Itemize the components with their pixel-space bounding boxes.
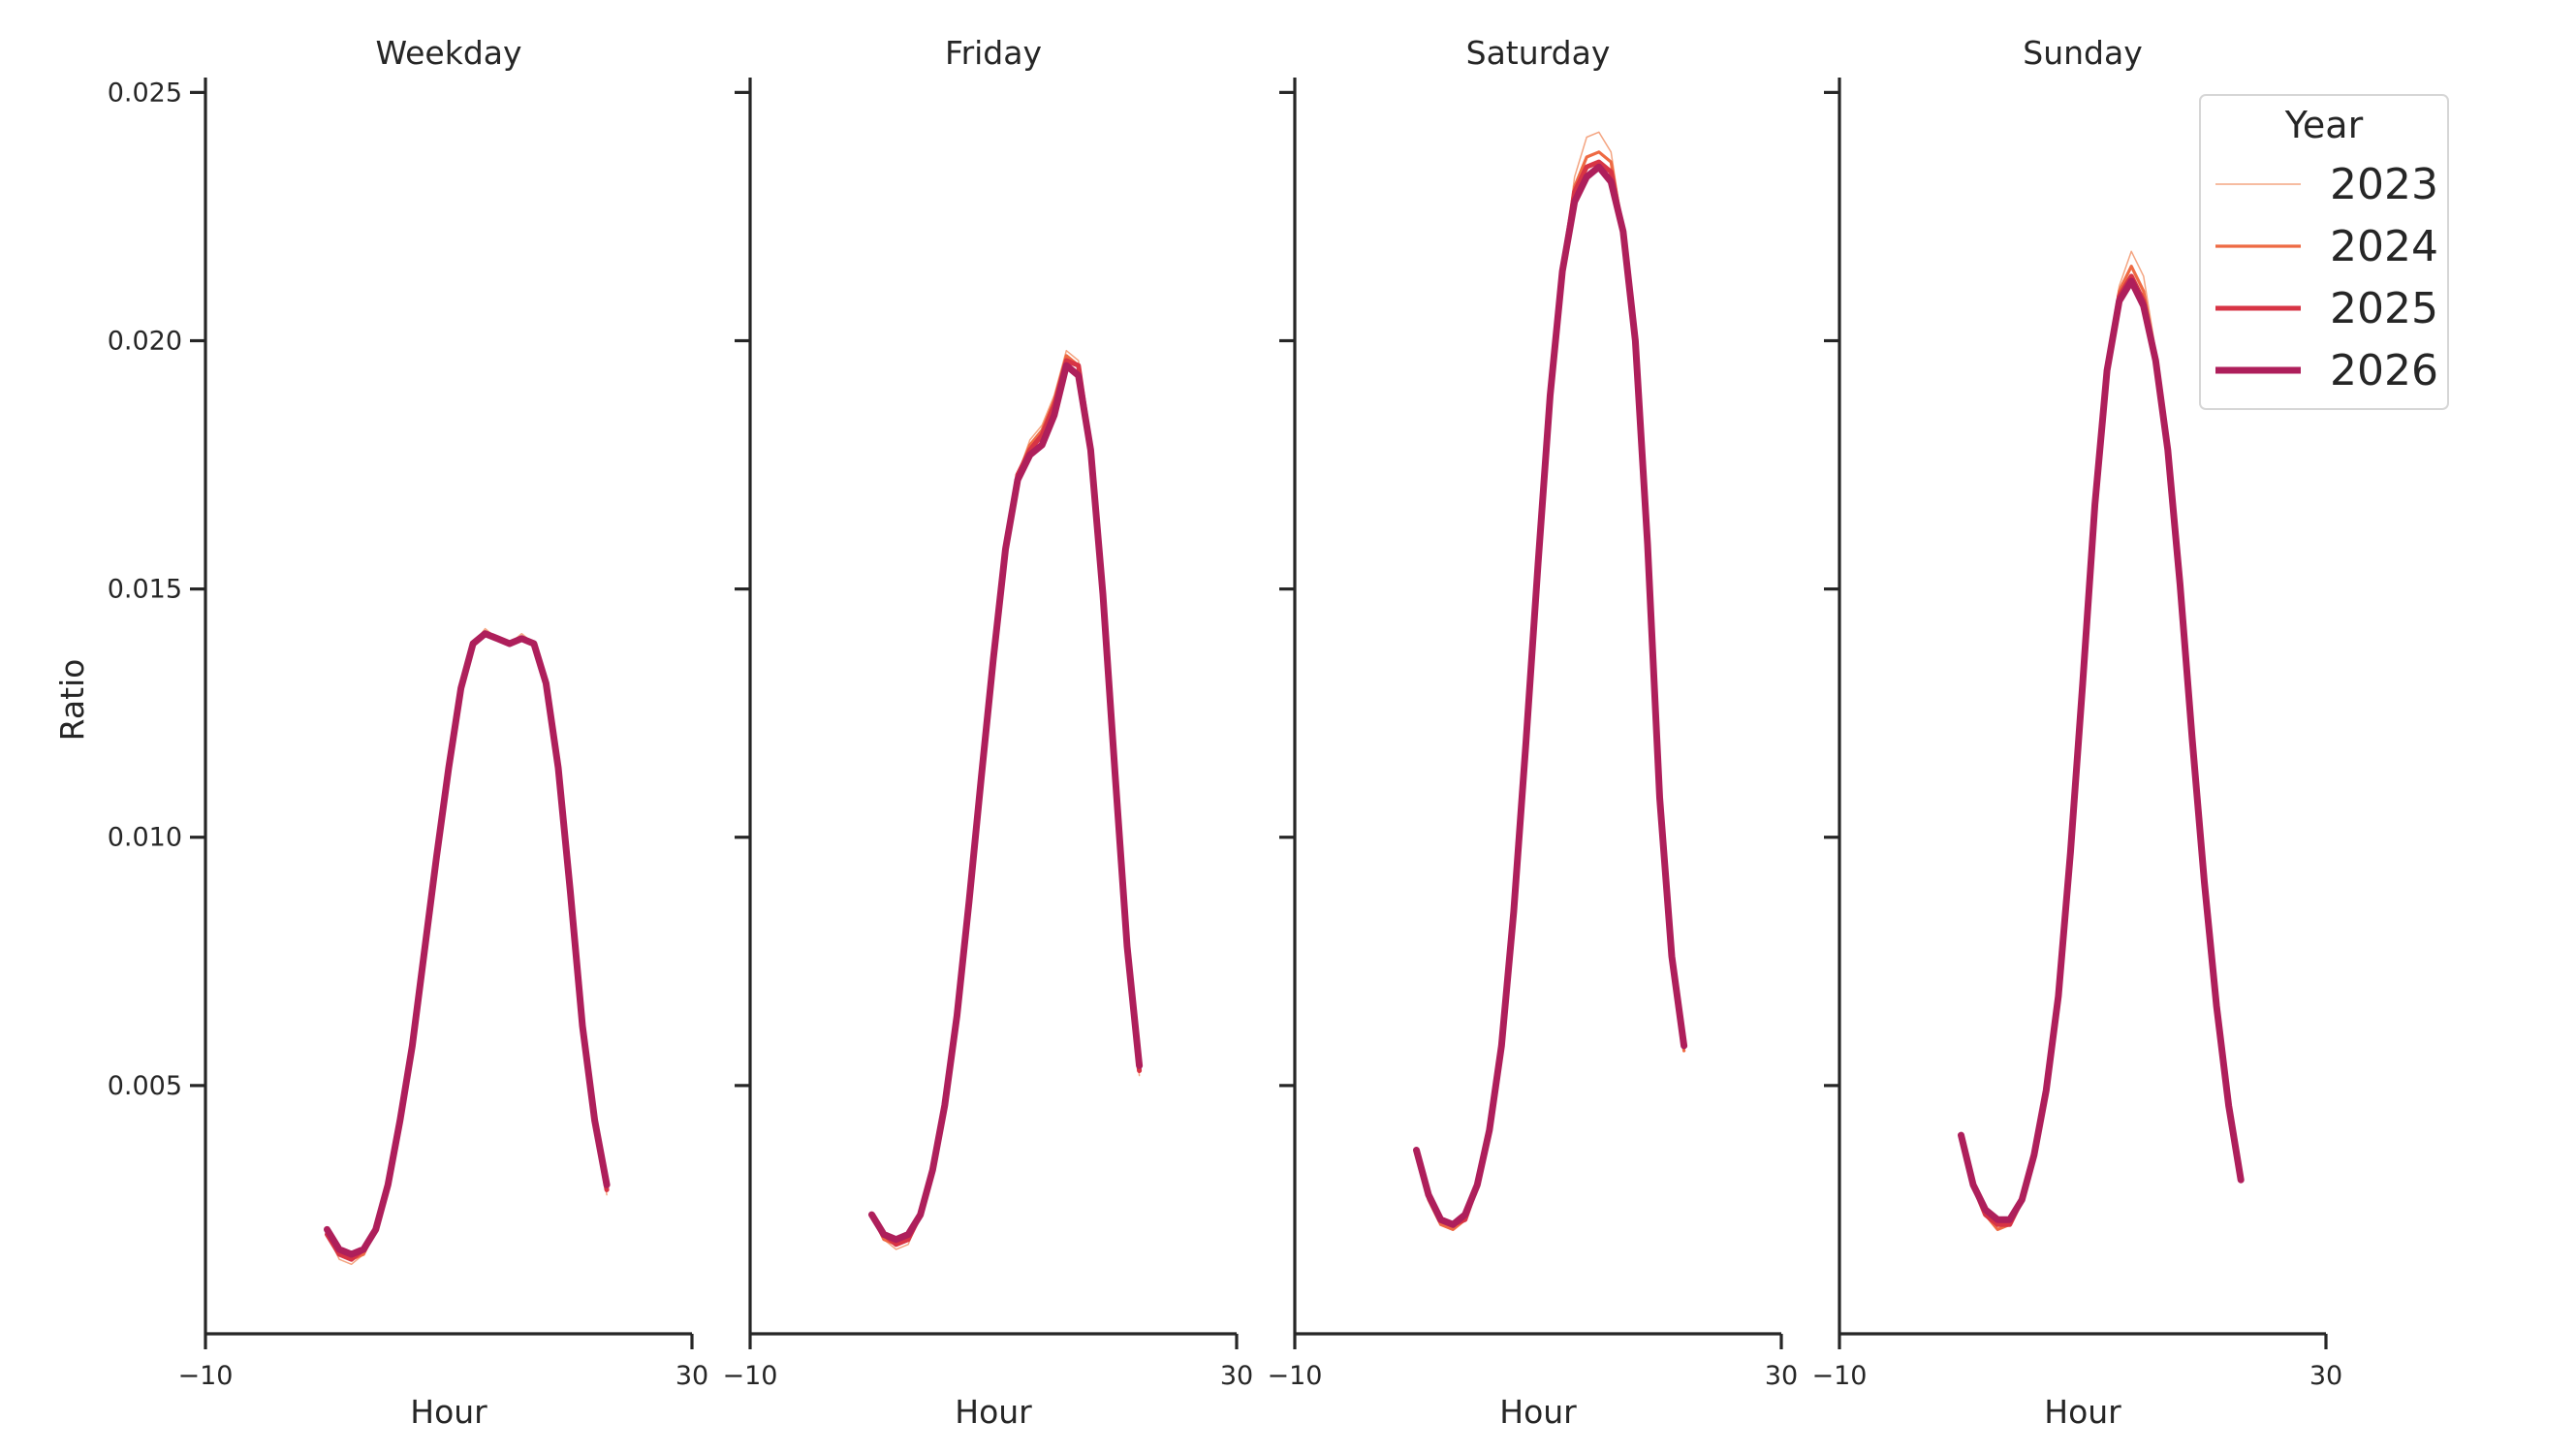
panel-saturday: Saturday −10 30 Hour [1268,34,1799,1431]
series-line-2024 [869,354,1142,1247]
x-tick-label: 30 [1220,1361,1253,1391]
y-tick-label: 0.015 [108,575,182,605]
panel-sunday: Sunday −10 30 Hour [1812,34,2343,1431]
x-tick-label: −10 [723,1361,778,1391]
legend-box [2199,94,2449,410]
x-tick-label: 30 [2309,1361,2342,1391]
series-line-2025 [1414,159,1687,1227]
series-line-2024 [1414,150,1686,1232]
y-tick-label: 0.005 [108,1071,182,1101]
x-axis-label: Hour [1499,1393,1577,1431]
panel-title: Saturday [1466,34,1611,72]
y-tick-label: 0.010 [108,823,182,853]
series-line-2023 [1415,131,1685,1231]
x-tick-label: −10 [178,1361,234,1391]
y-axis-label: Ratio [53,659,91,742]
series-line-2024 [325,632,609,1261]
legend-label-2025: 2025 [2330,284,2438,333]
legend: Year 2023 2024 2025 2026 [2199,94,2449,410]
x-tick-label: 30 [675,1361,708,1391]
legend-label-2023: 2023 [2330,160,2438,209]
panels: Weekday 0.005 0.010 0.015 0.020 0.025 −10 30 Hou… [108,34,2342,1431]
series-line-2026 [324,630,611,1258]
x-tick-label: −10 [1812,1361,1868,1391]
panel-friday: Friday −10 30 Hour [723,34,1254,1431]
legend-label-2026: 2026 [2330,346,2438,395]
y-tick-label: 0.025 [108,78,182,108]
x-axis-label: Hour [955,1393,1032,1431]
panel-weekday: Weekday 0.005 0.010 0.015 0.020 0.025 −10 30 Hou… [108,34,708,1431]
x-axis-label: Hour [410,1393,487,1431]
series-line-2023 [870,349,1141,1250]
series-line-2026 [1413,163,1688,1228]
series-line-2026 [868,362,1144,1244]
legend-label-2024: 2024 [2330,222,2438,271]
series-line-2025 [325,631,610,1262]
y-tick-label: 0.020 [108,326,182,356]
series-line-2023 [1960,250,2242,1231]
x-tick-label: 30 [1765,1361,1798,1391]
panel-title: Weekday [375,34,521,72]
x-axis-label: Hour [2044,1393,2121,1431]
series-line-2023 [326,627,608,1266]
series-line-2025 [869,358,1143,1248]
x-tick-label: −10 [1268,1361,1323,1391]
panel-title: Friday [945,34,1042,72]
legend-title: Year [2284,104,2364,146]
series-line-2026 [1958,277,2245,1223]
panel-title: Sunday [2023,34,2142,72]
